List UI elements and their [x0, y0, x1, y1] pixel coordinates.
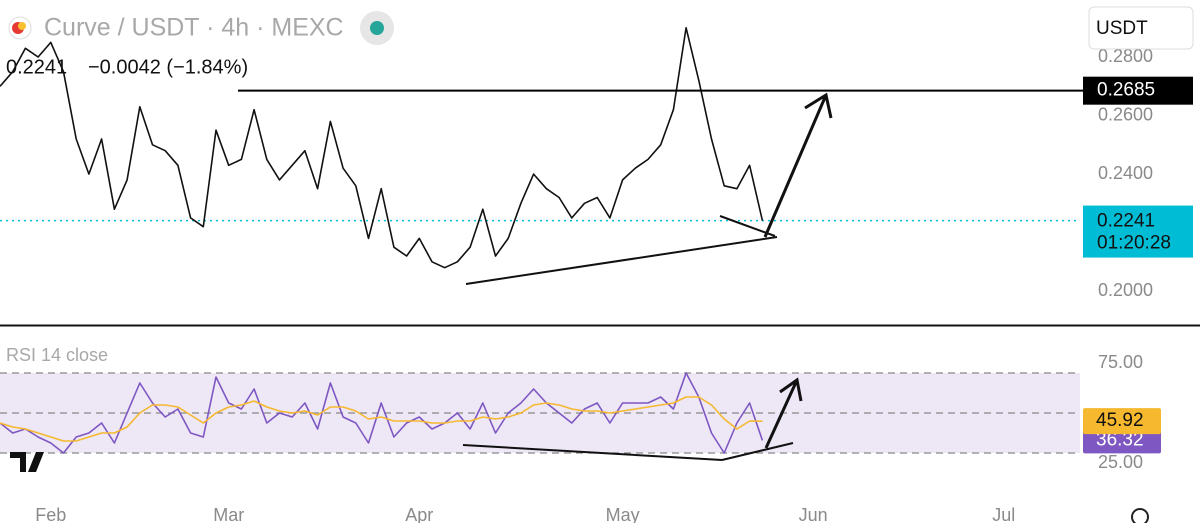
value-tag	[1083, 408, 1161, 435]
x-tick-label: Feb	[35, 505, 66, 523]
settings-icon[interactable]	[1131, 508, 1149, 523]
last-price: 0.2241	[6, 56, 67, 78]
indicator-title: RSI 14 close	[6, 345, 108, 365]
price-tag	[1083, 205, 1193, 258]
arrow	[764, 377, 803, 449]
x-tick-label: Apr	[405, 505, 433, 523]
x-tick-label: May	[606, 505, 640, 523]
status-dot	[370, 21, 384, 35]
price-tag	[1083, 76, 1193, 105]
currency-button-box[interactable]	[1088, 6, 1194, 50]
value-tag-label: 36.32	[1096, 429, 1144, 450]
layout: Curve / USDT · 4h · MEXC 0.2241 −0.0042 …	[0, 6, 1200, 523]
series-line	[0, 396, 763, 442]
price-change: −0.0042 (−1.84%)	[88, 56, 248, 78]
price-tag-label: 0.2241	[1097, 211, 1155, 232]
trend-line	[462, 444, 723, 461]
x-tick-label: Jul	[992, 505, 1015, 523]
y-tick-label: 75.00	[1098, 352, 1143, 372]
y-tick-label: 0.2600	[1098, 104, 1153, 124]
x-tick-label: Jun	[799, 505, 828, 523]
y-tick-label: 0.2800	[1098, 46, 1153, 66]
coin-logo	[18, 22, 26, 30]
tv-logo	[10, 452, 44, 472]
countdown-label: 01:20:28	[1097, 233, 1171, 254]
trend-line	[721, 442, 794, 461]
series-line	[0, 372, 764, 454]
x-tick-label: Mar	[213, 505, 244, 523]
currency-label[interactable]: USDT	[1096, 18, 1148, 39]
currency-button[interactable]: USDT	[1088, 6, 1194, 50]
y-tick-label: 25.00	[1098, 452, 1143, 472]
symbol-title: Curve / USDT · 4h · MEXC	[44, 14, 344, 42]
arrow	[763, 92, 833, 238]
trend-line	[465, 236, 778, 285]
series-line	[0, 27, 764, 269]
y-tick-label: 0.2000	[1098, 280, 1153, 300]
value-tag-label: 45.92	[1096, 410, 1144, 431]
y-tick-label: 0.2400	[1098, 163, 1153, 183]
price-tag-label: 0.2685	[1097, 80, 1155, 101]
